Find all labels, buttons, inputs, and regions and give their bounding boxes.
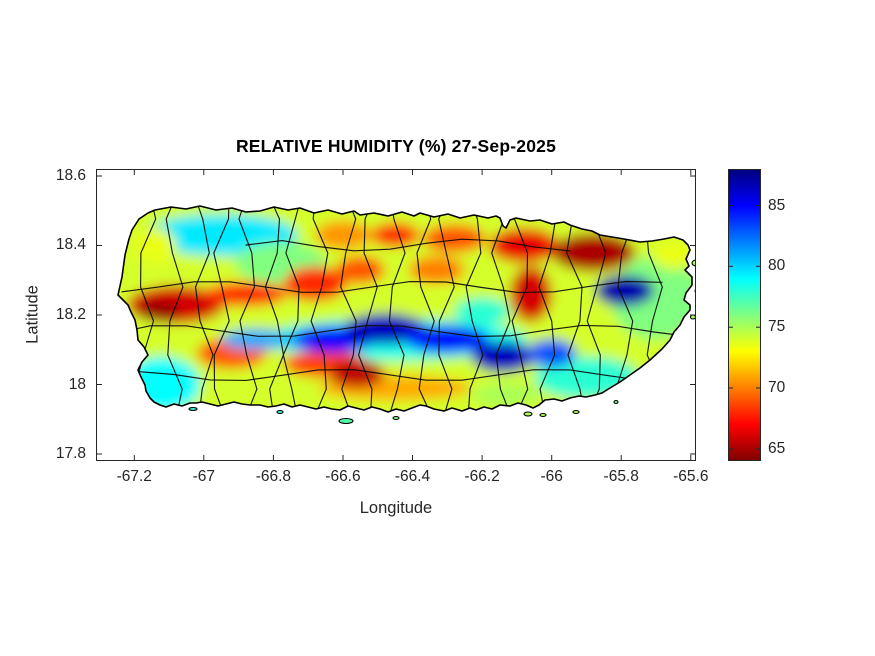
- field-blob-corozal-orange: [409, 255, 465, 284]
- field-blob-ridge-blue-west: [221, 328, 291, 350]
- x-tick-label: -66.8: [255, 468, 292, 485]
- field-blob-ciales-red: [336, 255, 385, 284]
- colorbar-ticks: [729, 205, 760, 450]
- islet: [572, 409, 580, 415]
- x-tick-label: -66.2: [464, 468, 500, 485]
- x-tick-label: -66: [540, 468, 563, 485]
- map-axes: [96, 169, 696, 461]
- x-tick-label: -65.8: [603, 468, 639, 485]
- x-tick-label: -66.6: [325, 468, 361, 485]
- x-tick-label: -67: [192, 468, 216, 485]
- colorbar: [728, 169, 761, 461]
- municipal-border-line: [118, 324, 691, 338]
- axes-frame: [96, 169, 696, 461]
- field-blob-west-red-streak: [203, 281, 288, 307]
- y-tick-label: 18.6: [55, 166, 86, 184]
- x-tick-label: -67.2: [116, 468, 152, 485]
- municipal-border-line: [137, 369, 643, 381]
- y-tick-label: 18.4: [55, 236, 86, 254]
- islet: [613, 399, 619, 405]
- x-axis-label: Longitude: [359, 499, 433, 517]
- municipal-border-line: [121, 280, 663, 294]
- y-tick-label: 18.2: [55, 306, 86, 323]
- field-blob-ridge-blue-4: [471, 341, 535, 373]
- islet: [689, 314, 696, 320]
- municipal-border-line: [245, 238, 571, 252]
- colorbar-tick-label: 65: [768, 439, 786, 457]
- field-blob-fajardo-yellow: [652, 242, 692, 270]
- humidity-map-canvas: [96, 169, 696, 461]
- x-tick-label: -66.4: [394, 468, 431, 485]
- field-blob-arecibo-orange: [315, 221, 371, 249]
- field-blob-vega-baja-red: [370, 222, 420, 248]
- field-blob-south-central-dark-red: [329, 360, 385, 388]
- islet: [523, 411, 533, 417]
- field-blob-guayama-green: [471, 382, 542, 408]
- islet: [392, 415, 400, 421]
- field-blob-toa-baja-orange: [423, 224, 486, 253]
- colorbar-tick-label: 85: [768, 196, 786, 214]
- colorbar-tick-label: 75: [768, 318, 786, 336]
- field-blob-ridge-blue-5: [527, 339, 576, 368]
- y-tick-label: 18: [68, 375, 86, 393]
- field-blob-el-yunque-blue: [595, 275, 655, 307]
- y-tick-label: 17.8: [55, 445, 86, 463]
- colorbar-gradient: [728, 169, 761, 461]
- x-tick-label: -65.6: [673, 468, 709, 485]
- islet: [338, 417, 354, 425]
- colorbar-tick-label: 80: [768, 257, 786, 275]
- islet: [188, 406, 198, 412]
- plot-title: RELATIVE HUMIDITY (%) 27-Sep-2025: [235, 136, 557, 156]
- colorbar-tick-label: 70: [768, 379, 786, 396]
- field-blob-northeast-dark-red: [551, 233, 636, 272]
- islet: [539, 412, 547, 418]
- field-blob-caguas-red: [509, 266, 552, 322]
- islet: [276, 409, 284, 415]
- field-blob-cidra-cyan: [454, 297, 510, 326]
- field-blob-aguadilla-yellow: [134, 228, 176, 263]
